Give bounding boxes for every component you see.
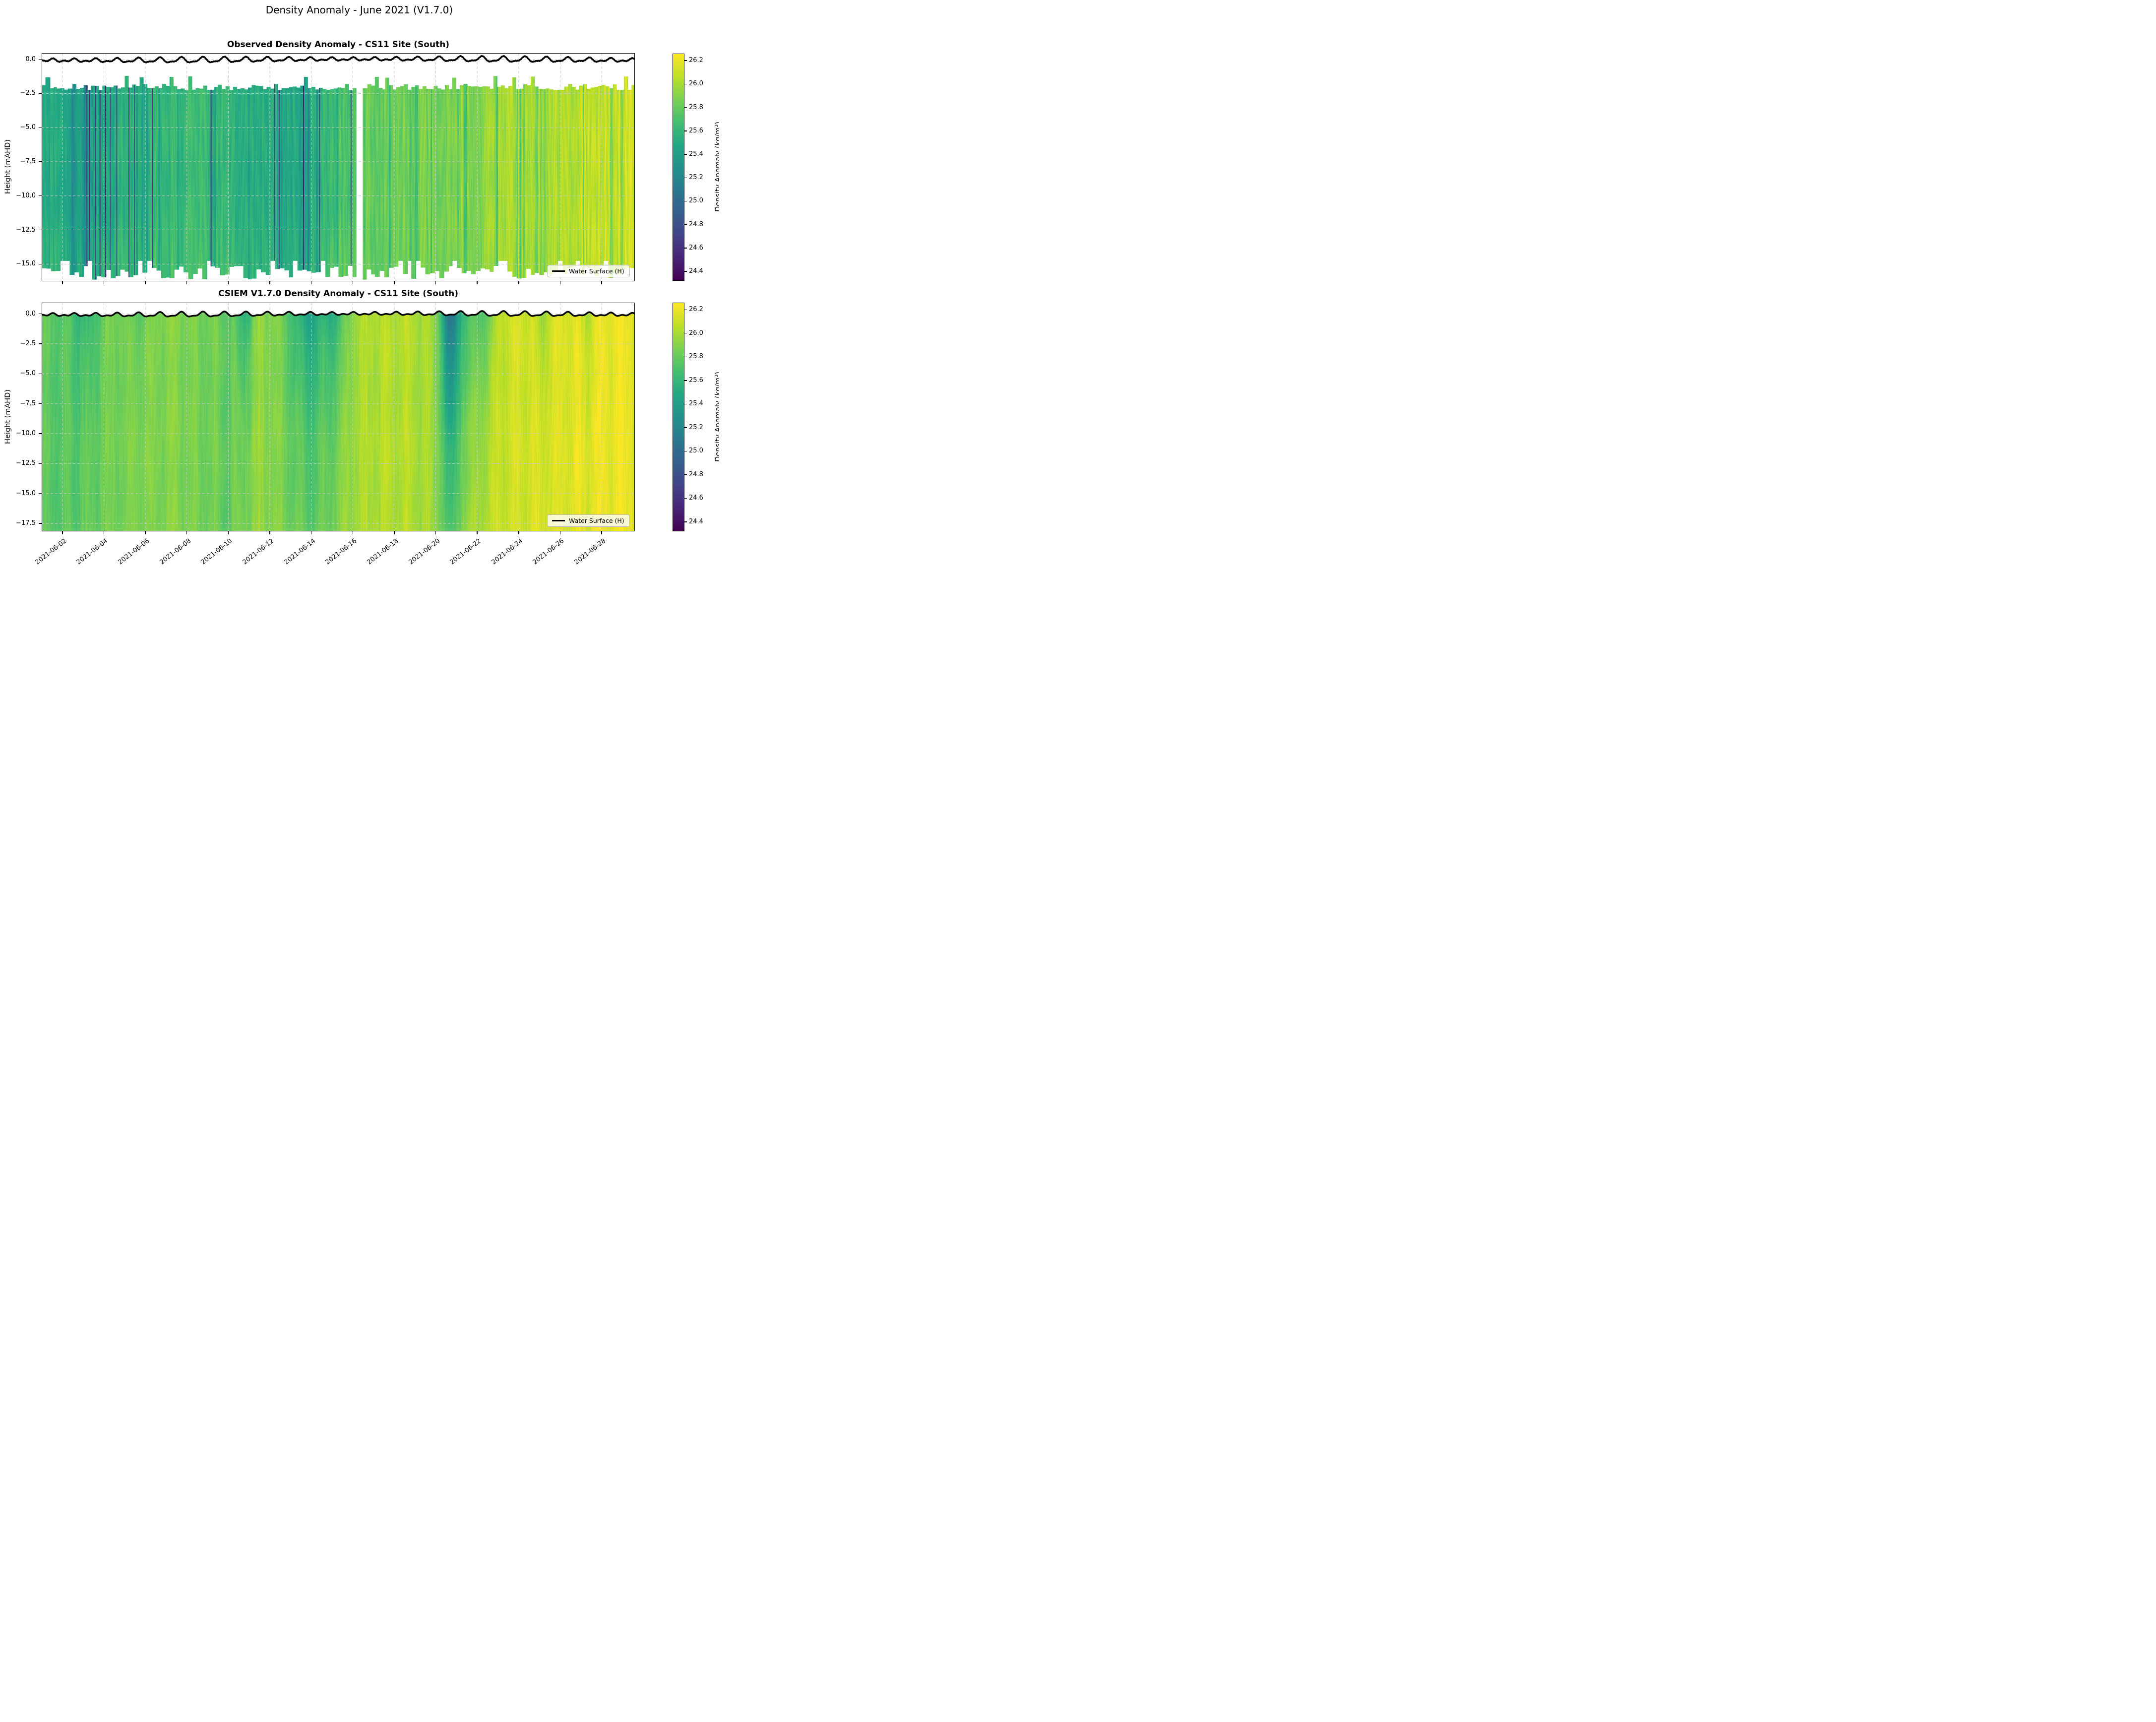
model-heatmap-canvas <box>42 303 635 531</box>
figure-title: Density Anomaly - June 2021 (V1.7.0) <box>265 4 453 16</box>
x-tick-label: 2021-06-16 <box>324 537 359 567</box>
x-tick-label: 2021-06-04 <box>75 537 110 567</box>
colorbar-tick-mark <box>684 60 687 61</box>
y-tick-mark <box>39 493 42 494</box>
colorbar-tick-mark <box>684 130 687 131</box>
x-tick-mark <box>269 531 270 534</box>
colorbar-tick-label: 24.8 <box>689 470 703 478</box>
y-tick-label: −2.5 <box>20 89 36 97</box>
colorbar-tick-label: 25.2 <box>689 174 703 182</box>
colorbar-tick-label: 26.2 <box>689 306 703 314</box>
colorbar-tick-label: 24.8 <box>689 220 703 228</box>
y-axis-label-model: Height (mAHD) <box>4 389 12 444</box>
subplot-title-observed: Observed Density Anomaly - CS11 Site (So… <box>227 40 450 50</box>
y-tick-label: −15.0 <box>16 489 36 497</box>
y-tick-mark <box>39 343 42 344</box>
colorbar-tick-label: 25.4 <box>689 400 703 408</box>
x-tick-mark <box>601 531 602 534</box>
y-tick-label: 0.0 <box>25 55 36 63</box>
y-tick-label: −5.0 <box>20 370 36 378</box>
x-tick-mark <box>269 281 270 284</box>
y-tick-mark <box>39 93 42 94</box>
x-tick-label: 2021-06-12 <box>241 537 276 567</box>
y-tick-label: −10.0 <box>16 191 36 199</box>
subplot-title-model: CSIEM V1.7.0 Density Anomaly - CS11 Site… <box>218 289 459 299</box>
colorbar-axis-label: Density Anomaly (kg/m³) <box>714 122 719 212</box>
observed-heatmap-canvas <box>42 53 635 281</box>
colorbar-observed <box>673 54 684 281</box>
y-tick-label: −5.0 <box>20 124 36 131</box>
x-tick-mark <box>518 531 519 534</box>
x-tick-label: 2021-06-14 <box>283 537 317 567</box>
colorbar-tick-label: 25.0 <box>689 197 703 205</box>
x-tick-mark <box>601 281 602 284</box>
x-tick-label: 2021-06-06 <box>117 537 151 567</box>
y-tick-label: −12.5 <box>16 226 36 234</box>
x-tick-label: 2021-06-08 <box>158 537 192 567</box>
colorbar-tick-label: 24.6 <box>689 494 703 502</box>
y-tick-label: −17.5 <box>16 519 36 527</box>
colorbar-tick-label: 26.0 <box>689 329 703 337</box>
y-tick-mark <box>39 433 42 434</box>
x-tick-label: 2021-06-10 <box>199 537 234 567</box>
colorbar-tick-mark <box>684 521 687 522</box>
legend-model: Water Surface (H) <box>547 514 630 527</box>
x-tick-label: 2021-06-20 <box>407 537 441 567</box>
y-tick-mark <box>39 195 42 196</box>
y-tick-label: −12.5 <box>16 459 36 467</box>
legend-label: Water Surface (H) <box>569 517 624 524</box>
x-tick-label: 2021-06-28 <box>573 537 608 567</box>
legend-label: Water Surface (H) <box>569 267 624 275</box>
colorbar-tick-label: 25.6 <box>689 376 703 384</box>
colorbar-tick-mark <box>684 107 687 108</box>
y-tick-label: −7.5 <box>20 157 36 165</box>
y-axis-label-observed: Height (mAHD) <box>4 139 12 194</box>
x-tick-mark <box>435 531 436 534</box>
colorbar-tick-mark <box>684 224 687 225</box>
water-surface-line-swatch <box>552 519 565 522</box>
figure: Density Anomaly - June 2021 (V1.7.0) Obs… <box>0 0 719 574</box>
colorbar-tick-label: 25.4 <box>689 150 703 158</box>
y-tick-label: −10.0 <box>16 430 36 438</box>
colorbar-tick-label: 25.8 <box>689 103 703 111</box>
colorbar-tick-mark <box>684 380 687 381</box>
x-tick-label: 2021-06-22 <box>448 537 483 567</box>
x-tick-mark <box>228 531 229 534</box>
colorbar-tick-label: 24.4 <box>689 517 703 525</box>
colorbar-tick-mark <box>684 474 687 475</box>
colorbar-tick-label: 25.2 <box>689 423 703 431</box>
x-tick-label: 2021-06-02 <box>34 537 68 567</box>
y-tick-label: 0.0 <box>25 310 36 318</box>
x-tick-mark <box>518 281 519 284</box>
water-surface-line-swatch <box>552 270 565 272</box>
x-tick-mark <box>186 281 187 284</box>
colorbar-tick-label: 25.0 <box>689 447 703 455</box>
colorbar-tick-label: 24.6 <box>689 244 703 252</box>
x-tick-label: 2021-06-26 <box>531 537 566 567</box>
y-tick-mark <box>39 161 42 162</box>
x-tick-mark <box>435 281 436 284</box>
colorbar-tick-mark <box>684 427 687 428</box>
y-tick-label: −15.0 <box>16 260 36 268</box>
y-tick-mark <box>39 59 42 60</box>
colorbar-tick-label: 26.0 <box>689 80 703 88</box>
x-tick-mark <box>228 281 229 284</box>
y-tick-label: −2.5 <box>20 340 36 348</box>
colorbar-axis-label: Density Anomaly (kg/m³) <box>714 371 719 462</box>
colorbar-tick-label: 25.8 <box>689 353 703 361</box>
colorbar-tick-label: 26.2 <box>689 57 703 64</box>
colorbar-tick-label: 25.6 <box>689 127 703 134</box>
y-tick-label: −7.5 <box>20 399 36 407</box>
colorbar-model <box>673 303 684 531</box>
y-tick-mark <box>39 463 42 464</box>
colorbar-tick-label: 24.4 <box>689 267 703 275</box>
legend-observed: Water Surface (H) <box>547 265 630 277</box>
x-tick-label: 2021-06-24 <box>490 537 525 567</box>
x-tick-label: 2021-06-18 <box>366 537 400 567</box>
y-tick-mark <box>39 403 42 404</box>
colorbar-tick-mark <box>684 498 687 499</box>
x-tick-mark <box>186 531 187 534</box>
